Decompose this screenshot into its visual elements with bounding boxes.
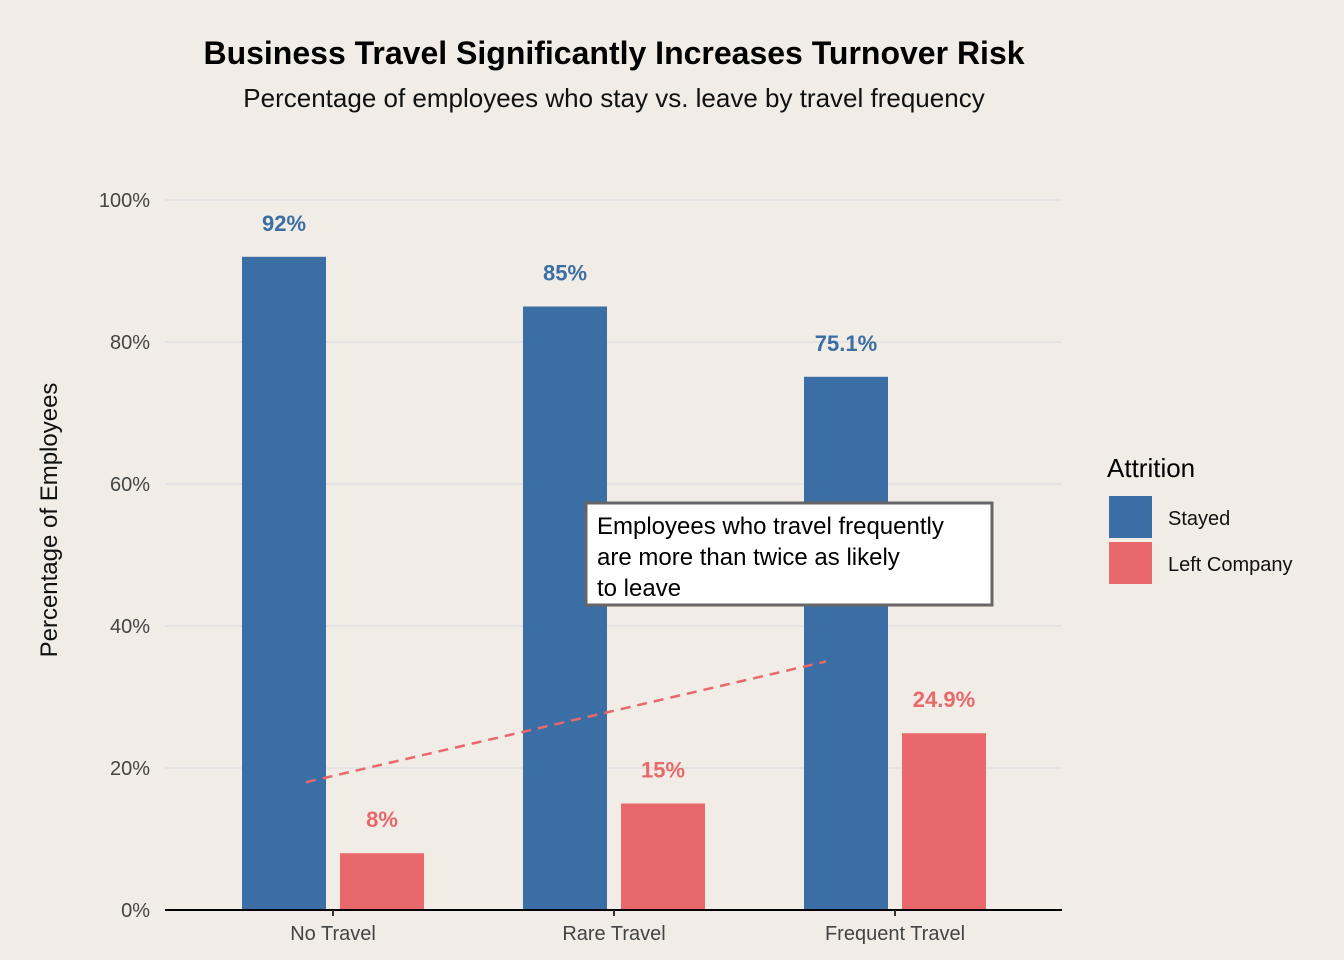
annotation-line: are more than twice as likely [597, 544, 900, 571]
annotation-line: to leave [597, 575, 681, 602]
legend-label-left: Left Company [1168, 554, 1293, 576]
x-tick-label: No Travel [290, 923, 376, 945]
bar-left [902, 733, 986, 910]
chart-subtitle: Percentage of employees who stay vs. lea… [243, 83, 984, 113]
x-tick-label: Rare Travel [562, 923, 665, 945]
legend: Attrition Stayed Left Company [1107, 453, 1293, 584]
data-label: 75.1% [815, 331, 877, 356]
bar-left [621, 803, 705, 910]
trend-line [305, 660, 827, 784]
data-label: 8% [366, 807, 398, 832]
x-tick-label: Frequent Travel [825, 923, 965, 945]
bar-stayed [523, 306, 607, 910]
legend-label-stayed: Stayed [1168, 508, 1230, 530]
y-tick-label: 40% [110, 616, 150, 638]
annotation-line: Employees who travel frequently [597, 513, 944, 540]
y-axis-label: Percentage of Employees [36, 383, 63, 658]
bar-left [340, 853, 424, 910]
bar-stayed [242, 256, 326, 910]
data-label: 15% [641, 758, 685, 783]
bar-stayed [804, 376, 888, 910]
legend-swatch-stayed [1109, 496, 1152, 538]
data-label: 85% [543, 261, 587, 286]
legend-title: Attrition [1107, 453, 1195, 483]
data-label: 24.9% [913, 687, 975, 712]
annotation-box: Employees who travel frequently are more… [584, 501, 994, 607]
chart-title: Business Travel Significantly Increases … [203, 35, 1024, 71]
data-label: 92% [262, 211, 306, 236]
y-tick-label: 0% [121, 900, 150, 922]
y-tick-label: 100% [99, 190, 150, 212]
y-tick-label: 60% [110, 474, 150, 496]
y-tick-label: 20% [110, 758, 150, 780]
legend-swatch-left [1109, 542, 1152, 584]
y-tick-label: 80% [110, 332, 150, 354]
